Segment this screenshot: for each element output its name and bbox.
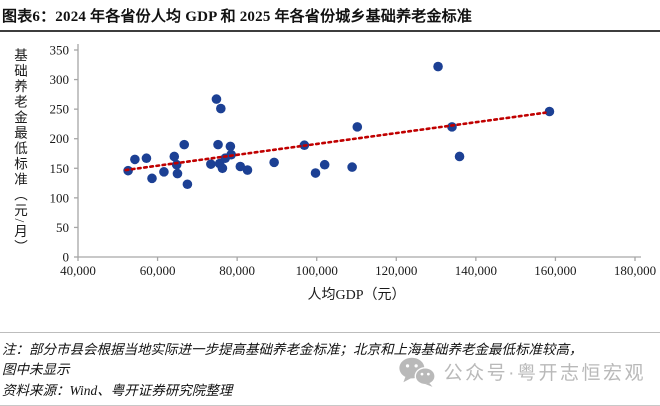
x-tick-label: 100,000 <box>296 263 338 278</box>
y-tick-label: 200 <box>50 131 70 146</box>
x-tick-label: 40,000 <box>60 263 96 278</box>
footnotes: 注：部分市县会根据当地实际进一步提高基础养老金标准；北京和上海基础养老金最低标准… <box>0 332 660 401</box>
data-point <box>130 154 140 165</box>
chart-area: 基础养老金最低标准（元/月） 0 50 100 150 200 250 300 350 40,0… <box>0 32 660 332</box>
data-point <box>172 168 183 179</box>
x-tick-label: 60,000 <box>140 263 176 278</box>
y-tick-label: 350 <box>50 43 70 58</box>
y-axis-label: 基础养老金最低标准（元/月） <box>12 48 27 256</box>
data-point <box>242 165 253 175</box>
watermark-text: 公众号·粤开志恒宏观 <box>443 363 646 384</box>
data-point <box>147 173 157 184</box>
data-point <box>454 151 465 162</box>
data-point <box>182 179 193 190</box>
scatter-chart: 0 50 100 150 200 250 300 350 40,000 60,000 80,000 1… <box>50 43 657 304</box>
y-tick-label: 0 <box>63 250 70 265</box>
data-point <box>206 159 216 169</box>
data-point <box>433 61 443 72</box>
source-text: 资料来源：Wind、粤开证券研究院整理 <box>2 382 233 398</box>
x-tick-label: 160,000 <box>534 263 576 278</box>
x-tick-label: 140,000 <box>455 263 497 278</box>
note-text: 注：部分市县会根据当地实际进一步提高基础养老金标准；北京和上海基础养老金最低标准… <box>2 342 583 378</box>
data-point <box>217 163 228 174</box>
data-point <box>225 141 236 152</box>
x-axis-title: 人均GDP（元） <box>307 287 405 303</box>
data-point <box>213 139 223 150</box>
trend-line <box>124 111 547 172</box>
data-point <box>544 106 555 117</box>
data-point <box>352 122 363 132</box>
y-tick-label: 50 <box>56 220 69 235</box>
y-tick-label: 250 <box>50 102 70 117</box>
y-tick-label: 150 <box>50 161 70 176</box>
data-point <box>141 153 152 164</box>
data-point <box>169 151 180 162</box>
data-point <box>211 94 222 104</box>
x-tick-label: 120,000 <box>375 263 417 278</box>
data-point <box>347 162 357 172</box>
wechat-watermark: 公众号·粤开志恒宏观 <box>398 356 646 387</box>
wechat-icon <box>399 357 436 387</box>
data-point <box>269 157 279 168</box>
data-point <box>216 103 226 114</box>
y-tick-label: 100 <box>50 190 70 205</box>
x-tick-label: 80,000 <box>219 263 255 278</box>
y-tick-label: 300 <box>50 72 70 87</box>
data-point <box>171 159 182 170</box>
figure-title: 图表6：2024 年各省份人均 GDP 和 2025 年各省份城乡基础养老金标准 <box>0 0 660 32</box>
x-tick-label: 180,000 <box>614 263 656 278</box>
data-point <box>179 139 190 150</box>
data-point <box>235 161 246 172</box>
data-point <box>159 167 169 177</box>
data-point <box>319 159 330 170</box>
data-point <box>310 168 321 178</box>
